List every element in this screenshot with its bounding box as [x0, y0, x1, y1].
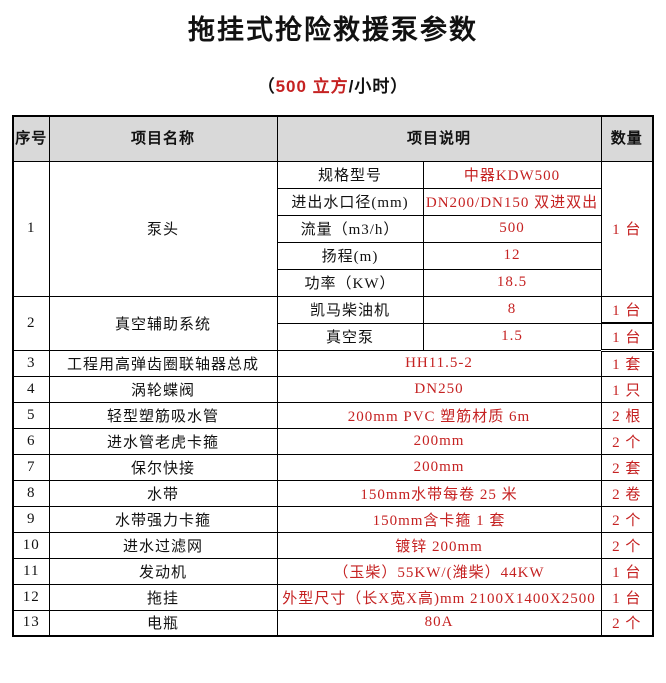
row-num: 10 — [12, 531, 50, 559]
header-index: 序号 — [12, 115, 50, 162]
qty-cell: 2 个 — [600, 505, 654, 533]
spec-value: 200mm — [276, 453, 602, 481]
table-row: 8 水带 150mm水带每卷 25 米 2 卷 — [12, 479, 654, 507]
row-num: 8 — [12, 479, 50, 507]
header-item-name: 项目名称 — [48, 115, 278, 162]
row-num: 5 — [12, 401, 50, 429]
item-name: 进水过滤网 — [48, 531, 278, 559]
spec-value: 镀锌 200mm — [276, 531, 602, 559]
row-num: 4 — [12, 375, 50, 403]
spec-key: 功率（KW） — [276, 268, 424, 297]
table-row: 扬程(m) 12 — [13, 241, 653, 270]
table-row: 真空泵 1.5 1 台 — [13, 322, 654, 352]
row-num: 1 — [12, 160, 50, 297]
spec-key: 凯马柴油机 — [276, 295, 424, 324]
spec-value: 12 — [422, 241, 602, 270]
spec-key: 扬程(m) — [276, 241, 424, 270]
table-row: 功率（KW） 18.5 — [13, 268, 653, 297]
spec-value: （玉柴）55KW/(潍柴）44KW — [276, 557, 602, 585]
item-name: 进水管老虎卡箍 — [48, 427, 278, 455]
row-num: 12 — [12, 583, 50, 611]
spec-value: DN200/DN150 双进双出 — [422, 187, 602, 216]
item-name: 水带 — [48, 479, 278, 507]
row-num: 2 — [12, 295, 50, 351]
table-row: 7 保尔快接 200mm 2 套 — [12, 453, 654, 481]
qty-cell: 2 个 — [600, 531, 654, 559]
row-num: 6 — [12, 427, 50, 455]
capacity-subtitle: （500 立方/小时） — [0, 72, 666, 97]
item-name: 发动机 — [48, 557, 278, 585]
table-row: 2 真空辅助系统 凯马柴油机 8 1 台 — [12, 295, 654, 351]
item-name: 电瓶 — [48, 609, 278, 637]
qty-cell: 2 卷 — [600, 479, 654, 507]
table-row: 进出水口径(mm) DN200/DN150 双进双出 — [13, 187, 653, 216]
item-name: 泵头 — [48, 160, 278, 297]
subtitle-paren-open: （ — [257, 77, 276, 96]
spec-value: 150mm含卡箍 1 套 — [276, 505, 602, 533]
qty-cell: 2 个 — [600, 609, 654, 637]
item-name: 涡轮蝶阀 — [48, 375, 278, 403]
spec-value: 200mm PVC 塑筋材质 6m — [276, 401, 602, 429]
item-name: 水带强力卡箍 — [48, 505, 278, 533]
spec-key: 进出水口径(mm) — [276, 187, 424, 216]
spec-value: 500 — [422, 214, 602, 243]
header-item-desc: 项目说明 — [276, 115, 602, 162]
qty-cell: 1 套 — [600, 349, 654, 377]
qty-cell: 1 只 — [600, 375, 654, 403]
qty-cell: 1 台 — [600, 295, 654, 324]
row-num: 13 — [12, 609, 50, 637]
row-num: 7 — [12, 453, 50, 481]
spec-value: 中器KDW500 — [422, 160, 602, 189]
row-num: 11 — [12, 557, 50, 585]
table-row: 3 工程用高弹齿圈联轴器总成 HH11.5-2 1 套 — [12, 349, 654, 377]
qty-cell: 1 台 — [600, 160, 654, 297]
row-num: 9 — [12, 505, 50, 533]
subtitle-unit: /小时） — [348, 77, 409, 96]
table-row: 9 水带强力卡箍 150mm含卡箍 1 套 2 个 — [12, 505, 654, 533]
table-header-row: 序号 项目名称 项目说明 数量 — [12, 115, 654, 162]
row-num: 3 — [12, 349, 50, 377]
table-row: 10 进水过滤网 镀锌 200mm 2 个 — [12, 531, 654, 559]
spec-value: 18.5 — [422, 268, 602, 297]
pump-parameters-table: 序号 项目名称 项目说明 数量 1 泵头 规格型号 中器KDW500 1 台 进… — [12, 115, 655, 637]
item-name: 保尔快接 — [48, 453, 278, 481]
table-row: 11 发动机 （玉柴）55KW/(潍柴）44KW 1 台 — [12, 557, 654, 585]
table-row: 6 进水管老虎卡箍 200mm 2 个 — [12, 427, 654, 455]
spec-value: 150mm水带每卷 25 米 — [276, 479, 602, 507]
spec-key: 流量（m3/h） — [276, 214, 424, 243]
table-row: 5 轻型塑筋吸水管 200mm PVC 塑筋材质 6m 2 根 — [12, 401, 654, 429]
qty-cell: 2 套 — [600, 453, 654, 481]
spec-value: 1.5 — [422, 322, 602, 351]
spec-value: 8 — [422, 295, 602, 324]
table-row: 流量（m3/h） 500 — [13, 214, 653, 243]
item-name: 轻型塑筋吸水管 — [48, 401, 278, 429]
table-row: 12 拖挂 外型尺寸（长X宽X高)mm 2100X1400X2500 1 台 — [12, 583, 654, 611]
item-name: 拖挂 — [48, 583, 278, 611]
spec-value: 80A — [276, 609, 602, 637]
page-title: 拖挂式抢险救援泵参数 — [188, 15, 478, 45]
spec-value: HH11.5-2 — [276, 349, 602, 377]
spec-value: 外型尺寸（长X宽X高)mm 2100X1400X2500 — [276, 583, 602, 611]
qty-cell: 1 台 — [600, 557, 654, 585]
table-row: 1 泵头 规格型号 中器KDW500 1 台 — [12, 160, 654, 297]
table-row: 4 涡轮蝶阀 DN250 1 只 — [12, 375, 654, 403]
spec-value: 200mm — [276, 427, 602, 455]
spec-key: 规格型号 — [276, 160, 424, 189]
qty-cell: 2 个 — [600, 427, 654, 455]
subtitle-capacity-value: 500 立方 — [275, 77, 349, 96]
qty-cell: 1 台 — [600, 322, 654, 352]
table-row: 13 电瓶 80A 2 个 — [12, 609, 654, 637]
qty-cell: 1 台 — [600, 583, 654, 611]
spec-value: DN250 — [276, 375, 602, 403]
spec-key: 真空泵 — [276, 322, 424, 351]
item-name: 真空辅助系统 — [48, 295, 278, 351]
item-name: 工程用高弹齿圈联轴器总成 — [48, 349, 278, 377]
qty-cell: 2 根 — [600, 401, 654, 429]
header-qty: 数量 — [600, 115, 654, 162]
